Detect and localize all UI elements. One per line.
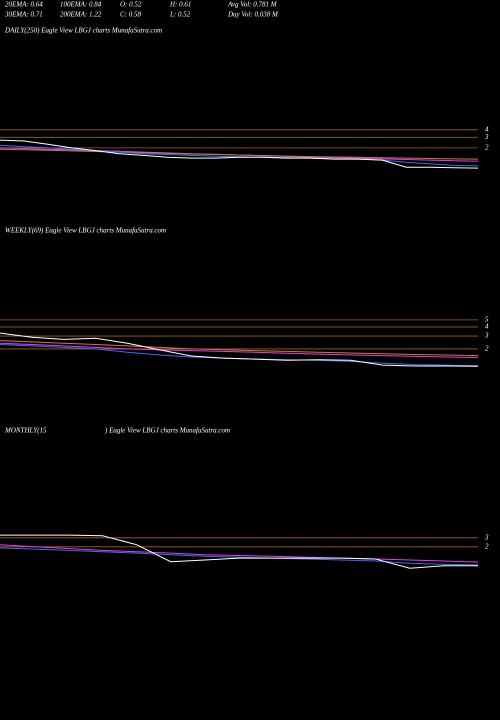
- y-tick-label: 2: [485, 542, 489, 550]
- y-tick-label: 3: [484, 533, 489, 541]
- header-stat: H: 0.61: [169, 1, 191, 9]
- series-line: [0, 547, 479, 566]
- header-stat: C: 0.58: [120, 11, 142, 19]
- header-stat: L: 0.52: [169, 11, 191, 19]
- series-line: [0, 544, 479, 563]
- header-stat: O: 0.52: [120, 1, 142, 9]
- chart-title: MONTHLY(15: [4, 427, 47, 435]
- header-stat: 30EMA: 0.71: [4, 11, 43, 19]
- series-line: [0, 344, 479, 367]
- series-line: [0, 534, 478, 569]
- series-line: [0, 340, 479, 357]
- series-line: [0, 342, 479, 359]
- series-line: [0, 139, 479, 169]
- y-tick-label: 2: [485, 345, 489, 353]
- y-tick-label: 4: [485, 125, 489, 133]
- header-stat: 200EMA: 1.22: [60, 11, 102, 19]
- y-tick-label: 4: [485, 323, 489, 331]
- header-stat: Day Vol: 0.038 M: [227, 11, 279, 19]
- chart-subtitle: ) Eagle View LBGJ charts MunafaSutra.com: [104, 427, 230, 435]
- series-line: [0, 144, 479, 167]
- series-line: [0, 332, 479, 367]
- chart-title: WEEKLY(69) Eagle View LBGJ charts Munafa…: [5, 227, 166, 235]
- y-tick-label: 5: [485, 315, 489, 323]
- y-tick-label: 3: [484, 133, 489, 141]
- header-stat: 100EMA: 0.84: [60, 1, 102, 9]
- header-stat: Avg Vol: 0.781 M: [227, 1, 278, 9]
- header-stat: 20EMA: 0.64: [5, 1, 43, 9]
- chart-title: DAILY(250) Eagle View LBGJ charts Munafa…: [4, 27, 162, 35]
- y-tick-label: 3: [484, 332, 489, 340]
- series-line: [0, 148, 479, 160]
- y-tick-label: 2: [485, 143, 489, 151]
